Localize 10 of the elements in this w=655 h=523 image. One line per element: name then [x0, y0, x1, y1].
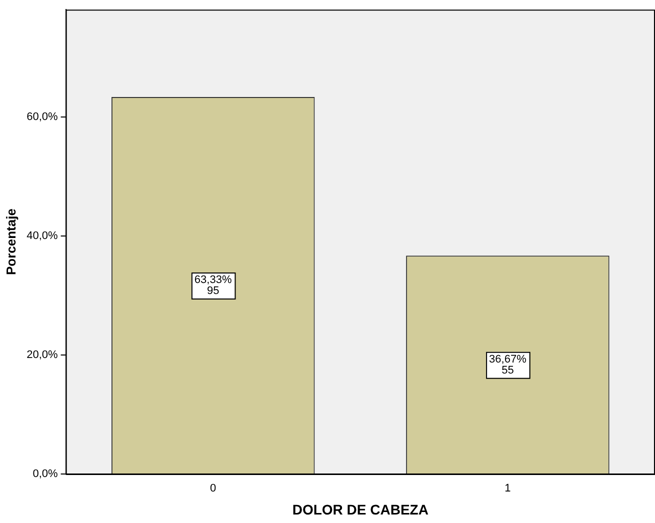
y-tick-label: 0,0% — [32, 468, 58, 480]
x-tick-label: 1 — [504, 482, 511, 495]
y-tick-label: 60,0% — [26, 110, 58, 123]
y-tick-label: 20,0% — [26, 348, 58, 361]
data-label: 63,33% 95 — [194, 274, 232, 298]
x-axis-title: DOLOR DE CABEZA — [292, 501, 428, 518]
y-axis-title: Porcentaje — [3, 208, 18, 276]
y-tick-label: 40,0% — [26, 230, 58, 242]
data-label: 36,67% 55 — [489, 353, 527, 376]
x-tick-label: 0 — [210, 482, 216, 495]
